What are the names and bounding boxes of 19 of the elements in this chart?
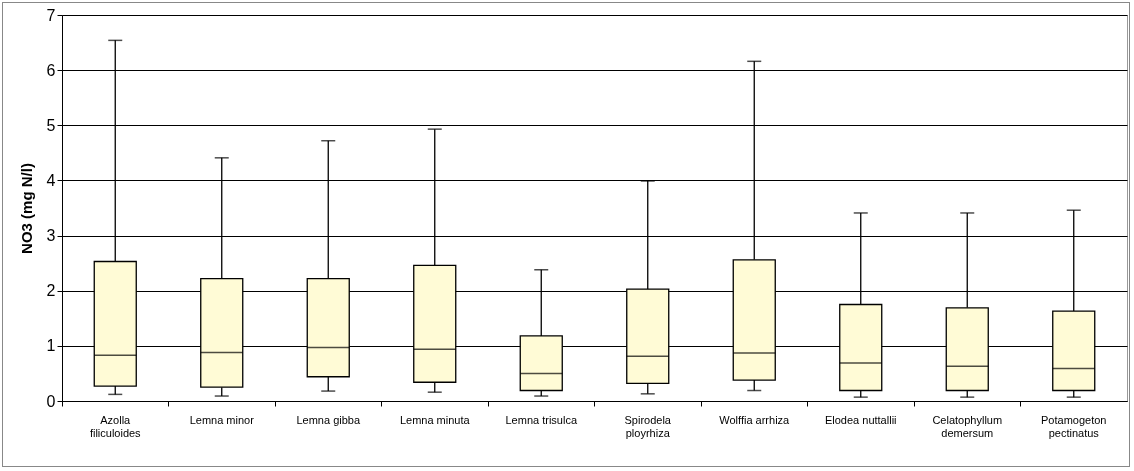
x-tick-label: Lemna minor — [189, 413, 255, 426]
x-tick-label: Potamogeton pectinatus — [1041, 413, 1107, 439]
x-tick-label: Lemna trisulca — [505, 413, 578, 426]
y-tick-label: 6 — [46, 61, 56, 79]
y-tick-label: 1 — [46, 337, 56, 355]
y-tick-label: 5 — [46, 116, 56, 134]
x-tick-label: Wolffia arrhiza — [719, 413, 791, 426]
y-tick-label: 7 — [46, 6, 56, 24]
x-tick-label: Elodea nuttallii — [824, 413, 897, 426]
x-tick-label: Lemna gibba — [296, 413, 361, 426]
x-tick-label: Celatophyllum demersum — [932, 413, 1003, 439]
x-tick-label: Lemna minuta — [399, 413, 471, 426]
x-tick-label: Spirodela ployrhiza — [624, 413, 672, 439]
y-tick-label: 2 — [46, 282, 56, 300]
y-axis-title: NO3 (mg N/l) — [17, 163, 35, 254]
y-tick-label: 4 — [46, 171, 56, 189]
x-tick-label: Azolla filiculoides — [89, 413, 142, 439]
y-tick-label: 3 — [46, 227, 56, 245]
y-tick-label: 0 — [46, 392, 56, 410]
